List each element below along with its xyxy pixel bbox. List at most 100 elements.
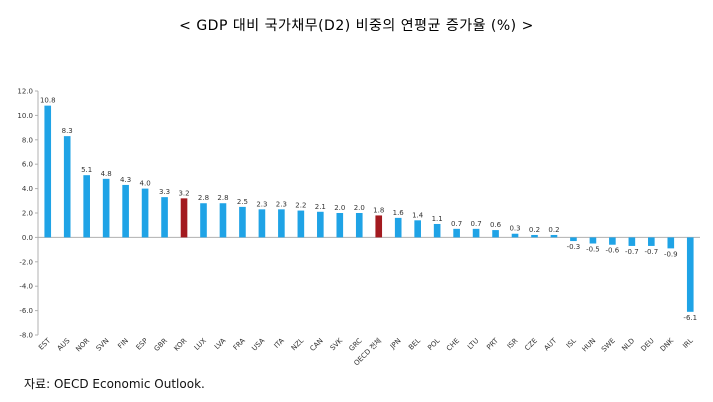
- bar-33: [686, 237, 694, 312]
- y-tick-label: 12.0: [17, 88, 33, 96]
- data-label-20: 1.1: [432, 215, 443, 223]
- bar-22: [472, 228, 480, 238]
- data-label-11: 2.3: [256, 200, 267, 208]
- data-label-27: -0.3: [567, 243, 581, 251]
- y-tick-label: -4.0: [19, 283, 33, 291]
- data-label-28: -0.5: [586, 246, 600, 254]
- x-tick-label-24: ISR: [506, 337, 520, 351]
- bar-24: [511, 233, 519, 238]
- x-tick-label-0: EST: [37, 336, 52, 351]
- bar-16: [355, 213, 363, 238]
- bar-7: [180, 198, 188, 238]
- data-label-0: 10.8: [40, 97, 56, 105]
- x-tick-label-29: SWE: [600, 337, 617, 354]
- bar-9: [219, 203, 227, 238]
- x-tick-label-13: NZL: [290, 337, 306, 353]
- x-tick-label-7: KOR: [172, 337, 188, 353]
- x-tick-label-32: DNK: [659, 336, 676, 353]
- data-label-8: 2.8: [198, 194, 209, 202]
- x-tick-label-25: CZE: [523, 337, 539, 353]
- bar-0: [44, 105, 52, 238]
- bar-1: [63, 136, 71, 238]
- bar-10: [239, 206, 246, 238]
- data-label-9: 2.8: [217, 194, 228, 202]
- data-labels-group: 10.8 8.3 5.1 4.8 4.3 4.0 3.3 3.2 2.8 2.8 2.5 2.3 2.3…: [40, 97, 697, 322]
- bar-17: [375, 215, 383, 238]
- bar-27: [570, 237, 577, 242]
- data-label-26: 0.2: [548, 226, 559, 234]
- y-tick-label: 2.0: [22, 210, 33, 218]
- x-tick-label-12: ITA: [273, 337, 286, 350]
- bar-26: [550, 234, 558, 238]
- bar-5: [141, 188, 149, 238]
- x-tick-label-11: USA: [250, 337, 266, 353]
- x-tick-label-19: BEL: [407, 337, 422, 352]
- bar-11: [258, 209, 266, 238]
- bar-21: [453, 228, 460, 238]
- bar-19: [414, 220, 421, 238]
- bar-29: [609, 237, 616, 245]
- data-label-4: 4.3: [120, 176, 131, 184]
- chart-title: < GDP 대비 국가채무(D2) 비중의 연평균 증가율 (%) >: [179, 18, 534, 34]
- x-tick-label-3: SVN: [95, 337, 111, 353]
- x-tick-label-22: LTU: [466, 337, 480, 351]
- data-label-18: 1.6: [393, 209, 405, 217]
- bar-4: [122, 184, 129, 238]
- x-tick-labels-group: EST AUS NOR SVN FIN ESP GBR KOR LUX LVA FRA USA ITA N…: [37, 336, 695, 367]
- x-tick-label-6: GBR: [153, 337, 169, 353]
- x-tick-label-15: SVK: [329, 336, 345, 352]
- y-tick-label: -2.0: [19, 258, 33, 266]
- y-tick-label: 10.0: [17, 112, 33, 120]
- x-tick-label-2: NOR: [74, 337, 91, 354]
- x-tick-label-20: POL: [426, 337, 441, 352]
- data-label-29: -0.6: [606, 247, 620, 255]
- bar-30: [628, 237, 636, 246]
- data-label-25: 0.2: [529, 226, 540, 234]
- x-tick-label-21: CHE: [445, 337, 461, 353]
- data-label-6: 3.3: [159, 188, 170, 196]
- bar-20: [433, 223, 441, 238]
- data-label-5: 4.0: [140, 180, 151, 188]
- bar-6: [161, 197, 168, 238]
- bar-23: [492, 230, 499, 238]
- x-tick-label-1: AUS: [56, 336, 72, 352]
- bar-32: [667, 237, 675, 249]
- bar-13: [297, 210, 305, 238]
- bar-31: [648, 237, 655, 246]
- x-tick-label-8: LUX: [193, 337, 208, 352]
- data-label-23: 0.6: [490, 221, 502, 229]
- x-tick-label-30: NLD: [620, 337, 636, 353]
- bar-15: [336, 213, 344, 238]
- y-tick-label: 4.0: [22, 185, 33, 193]
- x-tick-label-18: JPN: [388, 337, 403, 352]
- source-note: 자료: OECD Economic Outlook.: [24, 377, 205, 391]
- data-label-10: 2.5: [237, 198, 248, 206]
- bar-3: [102, 178, 110, 238]
- x-tick-label-23: PRT: [485, 336, 500, 351]
- data-label-24: 0.3: [509, 225, 520, 233]
- x-tick-label-28: HUN: [581, 337, 598, 354]
- data-label-33: -6.1: [683, 314, 697, 322]
- bar-18: [394, 217, 402, 238]
- x-tick-label-31: DEU: [640, 337, 656, 353]
- x-tick-label-9: LVA: [213, 337, 227, 351]
- data-label-30: -0.7: [625, 248, 639, 256]
- y-tick-label: -6.0: [19, 307, 33, 315]
- data-label-22: 0.7: [471, 220, 482, 228]
- data-label-3: 4.8: [101, 170, 112, 178]
- bar-8: [200, 203, 207, 238]
- y-tick-label: 6.0: [22, 161, 33, 169]
- data-label-2: 5.1: [81, 166, 92, 174]
- data-label-13: 2.2: [295, 202, 306, 210]
- x-tick-label-4: FIN: [116, 337, 130, 351]
- data-label-32: -0.9: [664, 250, 678, 258]
- bar-25: [531, 234, 538, 238]
- x-tick-label-5: ESP: [135, 337, 150, 352]
- x-tick-label-27: ISL: [565, 337, 578, 350]
- data-label-1: 8.3: [62, 127, 73, 135]
- data-label-14: 2.1: [315, 203, 326, 211]
- x-tick-label-33: IRL: [681, 337, 694, 350]
- bar-14: [317, 211, 324, 238]
- x-tick-label-26: AUT: [543, 336, 559, 352]
